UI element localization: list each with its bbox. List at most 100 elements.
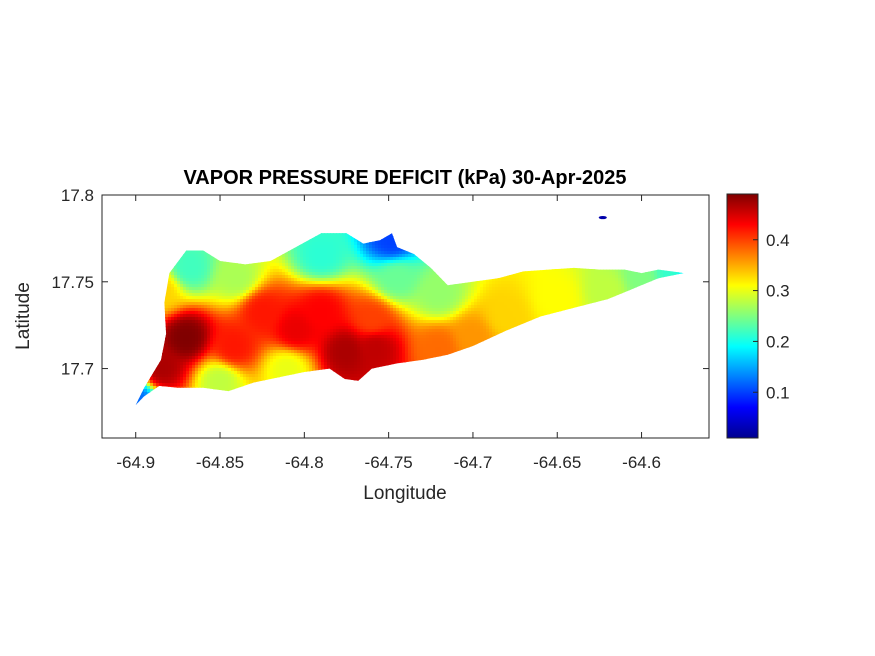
vpd-cell	[204, 251, 208, 255]
vpd-cell	[213, 272, 217, 276]
vpd-cell	[525, 257, 529, 261]
vpd-cell	[438, 305, 442, 309]
vpd-cell	[192, 242, 196, 246]
vpd-cell	[672, 236, 676, 240]
vpd-cell	[165, 239, 169, 243]
vpd-cell	[255, 293, 259, 297]
vpd-cell	[318, 233, 322, 237]
vpd-cell	[474, 239, 478, 243]
vpd-cell	[183, 251, 187, 255]
vpd-cell	[627, 269, 631, 273]
vpd-cell	[402, 272, 406, 276]
vpd-cell	[414, 254, 418, 258]
vpd-cell	[192, 260, 196, 264]
vpd-cell	[240, 233, 244, 234]
vpd-cell	[216, 260, 220, 264]
vpd-cell	[288, 260, 292, 264]
vpd-cell	[405, 260, 409, 264]
vpd-cell	[396, 242, 400, 246]
vpd-cell	[342, 254, 346, 258]
vpd-cell	[498, 257, 502, 261]
vpd-cell	[663, 296, 667, 300]
vpd-cell	[423, 245, 427, 249]
vpd-cell	[654, 233, 658, 237]
vpd-cell	[642, 284, 646, 288]
vpd-cell	[444, 287, 448, 291]
vpd-cell	[363, 290, 367, 294]
vpd-cell	[366, 293, 370, 297]
vpd-cell	[174, 299, 178, 303]
vpd-cell	[597, 233, 601, 237]
vpd-cell	[336, 251, 340, 255]
vpd-cell	[252, 287, 256, 291]
vpd-cell	[138, 278, 142, 282]
vpd-cell	[534, 308, 538, 312]
vpd-cell	[159, 233, 163, 234]
vpd-cell	[546, 269, 550, 273]
vpd-cell	[552, 257, 556, 261]
vpd-cell	[645, 308, 649, 312]
vpd-cell	[546, 284, 550, 288]
vpd-cell	[228, 269, 232, 273]
vpd-cell	[384, 251, 388, 255]
vpd-cell	[639, 293, 643, 297]
vpd-cell	[549, 269, 553, 273]
vpd-cell	[210, 290, 214, 294]
vpd-cell	[378, 233, 382, 234]
vpd-cell	[609, 275, 613, 279]
vpd-cell	[381, 284, 385, 288]
vpd-cell	[297, 275, 301, 279]
vpd-cell	[153, 254, 157, 258]
vpd-cell	[375, 290, 379, 294]
vpd-cell	[588, 248, 592, 252]
vpd-cell	[603, 278, 607, 282]
vpd-cell	[168, 233, 172, 237]
vpd-cell	[609, 293, 613, 297]
vpd-cell	[177, 293, 181, 297]
vpd-cell	[519, 233, 523, 234]
vpd-cell	[663, 299, 667, 303]
vpd-cell	[204, 299, 208, 303]
vpd-cell	[642, 275, 646, 279]
vpd-cell	[135, 281, 139, 285]
vpd-cell	[219, 287, 223, 291]
vpd-cell	[648, 245, 652, 249]
vpd-cell	[576, 278, 580, 282]
vpd-cell	[186, 290, 190, 294]
vpd-cell	[438, 293, 442, 297]
vpd-cell	[480, 257, 484, 261]
vpd-cell	[309, 260, 313, 264]
vpd-cell	[447, 257, 451, 261]
vpd-cell	[504, 266, 508, 270]
vpd-cell	[351, 275, 355, 279]
vpd-cell	[381, 233, 385, 237]
vpd-cell	[420, 269, 424, 273]
vpd-cell	[561, 263, 565, 267]
vpd-cell	[138, 293, 142, 297]
vpd-cell	[675, 257, 679, 261]
vpd-cell	[282, 296, 286, 300]
vpd-cell	[669, 293, 673, 297]
vpd-cell	[204, 242, 208, 246]
vpd-cell	[228, 290, 232, 294]
vpd-cell	[543, 239, 547, 243]
vpd-cell	[633, 281, 637, 285]
vpd-cell	[426, 284, 430, 288]
vpd-cell	[618, 305, 622, 309]
vpd-cell	[264, 290, 268, 294]
vpd-cell	[222, 287, 226, 291]
vpd-cell	[207, 233, 211, 237]
vpd-cell	[648, 308, 652, 312]
vpd-cell	[639, 269, 643, 273]
vpd-cell	[540, 305, 544, 309]
vpd-cell	[174, 257, 178, 261]
vpd-cell	[621, 308, 625, 312]
vpd-cell	[486, 290, 490, 294]
vpd-cell	[588, 287, 592, 291]
vpd-cell	[549, 245, 553, 249]
vpd-cell	[195, 284, 199, 288]
vpd-cell	[315, 293, 319, 297]
vpd-cell	[273, 254, 277, 258]
vpd-cell	[276, 290, 280, 294]
vpd-cell	[399, 260, 403, 264]
